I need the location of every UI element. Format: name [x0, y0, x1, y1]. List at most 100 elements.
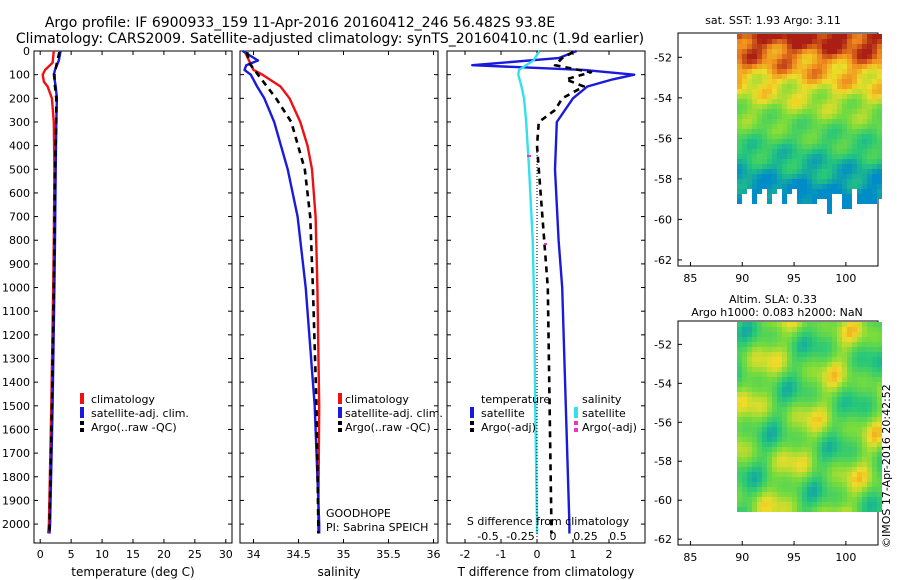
sst-cell	[857, 94, 862, 99]
sla-cell	[777, 387, 782, 392]
sla-cell	[807, 322, 812, 327]
sst-cell	[847, 184, 852, 189]
temperature-legend: climatology satellite-adj. clim. Argo(..…	[80, 393, 189, 434]
sst-cell	[762, 64, 767, 69]
sla-cell	[737, 407, 742, 412]
sla-cell	[852, 377, 857, 382]
sla-cell	[827, 437, 832, 442]
sst-cell	[787, 134, 792, 139]
sla-cell	[797, 377, 802, 382]
sst-cell	[817, 89, 822, 94]
sla-cell	[792, 502, 797, 507]
sla-cell	[827, 427, 832, 432]
sst-cell	[787, 154, 792, 159]
sla-cell	[867, 477, 872, 482]
sla-cell	[772, 327, 777, 332]
sst-cell	[847, 139, 852, 144]
sla-cell	[762, 337, 767, 342]
sst-cell	[787, 139, 792, 144]
sst-cell	[762, 74, 767, 79]
sla-cell	[852, 362, 857, 367]
sst-cell	[867, 159, 872, 164]
sla-cell	[777, 467, 782, 472]
sla-cell	[752, 507, 757, 512]
sla-cell	[762, 377, 767, 382]
sla-cell	[837, 482, 842, 487]
sla-cell	[862, 467, 867, 472]
sla-cell	[737, 457, 742, 462]
sst-cell	[817, 44, 822, 49]
sla-cell	[787, 427, 792, 432]
sla-cell	[782, 332, 787, 337]
sst-cell	[812, 174, 817, 179]
sla-cell	[862, 342, 867, 347]
sst-cell	[742, 79, 747, 84]
sla-cell	[762, 342, 767, 347]
sla-cell	[822, 332, 827, 337]
sla-cell	[832, 397, 837, 402]
sst-cell	[802, 124, 807, 129]
sla-cell	[852, 392, 857, 397]
x-tick-label: 95	[787, 272, 801, 285]
sla-cell	[807, 492, 812, 497]
sst-cell	[762, 54, 767, 59]
sst-cell	[747, 79, 752, 84]
sla-cell	[847, 467, 852, 472]
sst-cell	[742, 54, 747, 59]
sla-cell	[807, 472, 812, 477]
sla-cell	[802, 427, 807, 432]
sla-cell	[792, 387, 797, 392]
sla-cell	[817, 417, 822, 422]
sla-cell	[867, 432, 872, 437]
sst-cell	[862, 64, 867, 69]
sla-cell	[842, 427, 847, 432]
sst-cell	[877, 114, 882, 119]
sla-cell	[837, 457, 842, 462]
sla-cell	[807, 427, 812, 432]
sst-cell	[832, 34, 837, 39]
sla-cell	[872, 402, 877, 407]
sla-cell	[862, 367, 867, 372]
sla-cell	[842, 422, 847, 427]
sla-cell	[762, 352, 767, 357]
legend-argo-label: Argo(..raw -QC)	[345, 421, 431, 434]
y-tick-label: 2000	[2, 518, 30, 531]
sla-cell	[762, 437, 767, 442]
sla-cell	[867, 427, 872, 432]
sla-cell	[842, 342, 847, 347]
sla-cell	[762, 327, 767, 332]
sla-cell	[837, 322, 842, 327]
salinity-xlabel: salinity	[317, 565, 360, 579]
sst-cell	[807, 139, 812, 144]
sst-cell	[772, 114, 777, 119]
sla-cell	[862, 402, 867, 407]
sst-cell	[842, 134, 847, 139]
sla-cell	[772, 507, 777, 512]
sst-cell	[872, 129, 877, 134]
sst-cell	[852, 119, 857, 124]
sst-cell	[837, 59, 842, 64]
sla-cell	[812, 432, 817, 437]
sla-cell	[862, 352, 867, 357]
sst-cell	[792, 129, 797, 134]
sla-cell	[792, 357, 797, 362]
sst-cell	[772, 174, 777, 179]
sla-cell	[837, 417, 842, 422]
sla-cell	[837, 392, 842, 397]
y-tick-label: -62	[654, 533, 672, 546]
sla-cell	[872, 497, 877, 502]
sst-cell	[767, 149, 772, 154]
sla-cell	[852, 472, 857, 477]
sst-cell	[872, 174, 877, 179]
sst-cell	[862, 149, 867, 154]
sla-cell	[752, 422, 757, 427]
sst-cell	[792, 89, 797, 94]
sla-cell	[867, 452, 872, 457]
sla-cell	[807, 352, 812, 357]
sst-cell	[797, 169, 802, 174]
sla-cell	[752, 497, 757, 502]
sst-cell	[797, 189, 802, 194]
sst-cell	[827, 94, 832, 99]
sla-cell	[782, 402, 787, 407]
top-tick-label: 0.5	[609, 530, 627, 543]
